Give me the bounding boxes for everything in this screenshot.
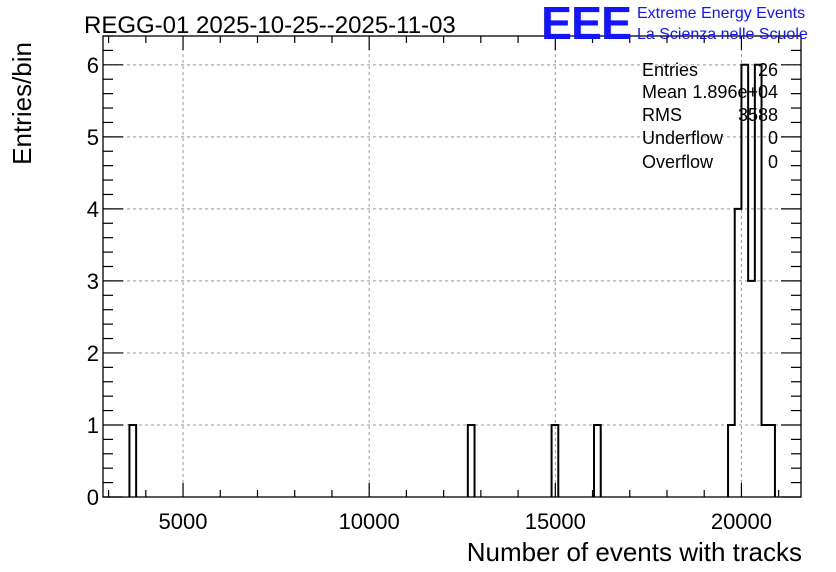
histogram-bin [728,425,735,497]
plot-frame [102,35,802,498]
y-tick-label: 2 [87,341,99,366]
stat-rms-value: 3588 [738,105,778,125]
histogram-bin [748,281,755,497]
histogram-bin [129,425,136,497]
histogram-bars [128,63,776,497]
histogram-bin [762,425,769,497]
grid-lines [103,36,801,497]
eee-logo-mark: EEE [541,0,631,49]
stat-entries-label: Entries [642,60,698,80]
x-tick-label: 10000 [339,509,400,534]
histogram-bin [594,425,601,497]
y-tick-label: 0 [87,485,99,510]
logo-line-1: Extreme Energy Events [637,5,805,22]
stat-mean-value: 1.896e+04 [692,82,778,102]
y-tick-label: 4 [87,197,99,222]
histogram-bin [768,425,775,497]
y-tick-label: 6 [87,53,99,78]
x-tick-label: 5000 [159,509,208,534]
tick-labels: 5000 10000 15000 20000 0 1 2 3 4 5 6 [87,53,772,534]
x-axis-label: Number of events with tracks [467,537,802,567]
logo-line-2: La Scienza nelle Scuole [637,26,808,43]
stat-overflow-label: Overflow [642,152,714,172]
stat-overflow-value: 0 [768,152,778,172]
stat-underflow-value: 0 [768,128,778,148]
stat-mean-label: Mean [642,82,687,102]
axis-ticks [103,35,801,498]
y-tick-label: 5 [87,125,99,150]
stat-underflow-label: Underflow [642,128,724,148]
y-tick-label: 1 [87,413,99,438]
stat-entries-value: 26 [758,60,778,80]
chart-title: REGG-01 2025-10-25--2025-11-03 [84,12,456,39]
eee-logo: EEE Extreme Energy Events La Scienza nel… [541,0,808,49]
x-tick-label: 20000 [711,509,772,534]
histogram-bin [468,425,475,497]
x-tick-label: 15000 [525,509,586,534]
stats-box: Entries 26 Mean 1.896e+04 RMS 3588 Under… [642,60,778,172]
y-axis-label: Entries/bin [7,42,37,165]
stat-rms-label: RMS [642,105,682,125]
y-tick-label: 3 [87,269,99,294]
histogram-outline [128,63,776,497]
